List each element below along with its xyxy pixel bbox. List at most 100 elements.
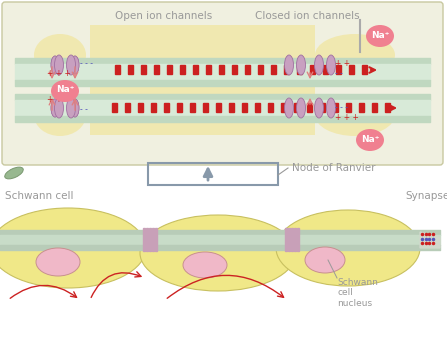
Bar bbox=[281, 103, 286, 112]
Text: Closed ion channels: Closed ion channels bbox=[255, 11, 360, 21]
Ellipse shape bbox=[55, 98, 63, 118]
Bar bbox=[138, 103, 143, 112]
Ellipse shape bbox=[51, 56, 59, 74]
Text: - - -: - - - bbox=[335, 103, 348, 113]
Bar bbox=[285, 228, 287, 251]
Bar bbox=[149, 228, 151, 251]
Text: Node of Ranvier: Node of Ranvier bbox=[292, 163, 375, 173]
Text: Na⁺: Na⁺ bbox=[56, 86, 74, 94]
Ellipse shape bbox=[55, 55, 63, 75]
Bar bbox=[307, 103, 312, 112]
Text: + + +: + + + bbox=[47, 68, 71, 78]
Bar bbox=[219, 65, 224, 74]
Ellipse shape bbox=[183, 252, 227, 278]
Bar bbox=[333, 103, 338, 112]
Bar bbox=[385, 103, 390, 112]
Bar bbox=[190, 103, 195, 112]
Bar bbox=[128, 65, 133, 74]
Ellipse shape bbox=[305, 247, 345, 273]
Bar bbox=[297, 65, 302, 74]
Bar bbox=[255, 103, 260, 112]
Bar bbox=[232, 65, 237, 74]
Bar bbox=[291, 228, 293, 251]
Ellipse shape bbox=[34, 34, 86, 76]
Bar bbox=[151, 103, 156, 112]
Text: - -: - - bbox=[80, 105, 88, 115]
Ellipse shape bbox=[326, 55, 336, 75]
Text: + +: + + bbox=[47, 95, 62, 104]
Bar bbox=[141, 65, 146, 74]
Bar bbox=[245, 65, 250, 74]
Ellipse shape bbox=[296, 55, 305, 75]
Bar bbox=[177, 103, 182, 112]
Text: + + +: + + + bbox=[335, 114, 359, 123]
Text: Synapse: Synapse bbox=[405, 191, 447, 201]
Ellipse shape bbox=[284, 55, 294, 75]
Ellipse shape bbox=[356, 129, 384, 151]
Bar bbox=[349, 65, 354, 74]
Ellipse shape bbox=[140, 215, 296, 291]
Bar bbox=[271, 65, 276, 74]
Bar bbox=[164, 103, 169, 112]
Bar bbox=[310, 65, 315, 74]
Ellipse shape bbox=[36, 248, 80, 276]
Ellipse shape bbox=[67, 55, 76, 75]
Bar bbox=[180, 65, 185, 74]
Ellipse shape bbox=[51, 80, 79, 102]
Ellipse shape bbox=[5, 167, 23, 179]
Ellipse shape bbox=[71, 56, 79, 74]
Bar bbox=[112, 103, 117, 112]
Text: Na⁺: Na⁺ bbox=[361, 134, 379, 144]
Ellipse shape bbox=[276, 210, 420, 286]
Ellipse shape bbox=[315, 34, 395, 76]
Text: Schwann cell: Schwann cell bbox=[5, 191, 73, 201]
Bar bbox=[288, 228, 290, 251]
Bar bbox=[167, 65, 172, 74]
Bar bbox=[203, 103, 208, 112]
Ellipse shape bbox=[34, 94, 86, 136]
Ellipse shape bbox=[51, 99, 59, 117]
Bar bbox=[359, 103, 364, 112]
Bar bbox=[297, 228, 299, 251]
Text: Na⁺: Na⁺ bbox=[371, 31, 389, 39]
Bar bbox=[152, 228, 154, 251]
Ellipse shape bbox=[71, 99, 79, 117]
Bar bbox=[146, 228, 148, 251]
Bar bbox=[155, 228, 157, 251]
Ellipse shape bbox=[296, 98, 305, 118]
Text: - - -: - - - bbox=[80, 59, 93, 67]
Ellipse shape bbox=[71, 56, 79, 74]
Bar bbox=[320, 103, 325, 112]
Bar bbox=[346, 103, 351, 112]
Bar bbox=[154, 65, 159, 74]
Bar bbox=[268, 103, 273, 112]
Bar bbox=[242, 103, 247, 112]
Bar bbox=[125, 103, 130, 112]
Text: Open ion channels: Open ion channels bbox=[115, 11, 212, 21]
Ellipse shape bbox=[67, 98, 76, 118]
Bar bbox=[143, 228, 145, 251]
Bar bbox=[90, 25, 315, 135]
Bar bbox=[229, 103, 234, 112]
Polygon shape bbox=[420, 232, 440, 248]
Bar bbox=[294, 103, 299, 112]
Bar bbox=[258, 65, 263, 74]
Ellipse shape bbox=[51, 56, 59, 74]
Bar bbox=[294, 228, 296, 251]
Bar bbox=[216, 103, 221, 112]
Bar bbox=[323, 65, 328, 74]
Bar bbox=[284, 65, 289, 74]
Bar bbox=[372, 103, 377, 112]
Ellipse shape bbox=[284, 98, 294, 118]
Text: - -: - - bbox=[335, 69, 343, 79]
Ellipse shape bbox=[51, 99, 59, 117]
Bar bbox=[336, 65, 341, 74]
Text: Schwann
cell
nucleus: Schwann cell nucleus bbox=[337, 278, 378, 308]
Ellipse shape bbox=[326, 98, 336, 118]
Text: + +: + + bbox=[335, 59, 350, 67]
Ellipse shape bbox=[0, 208, 146, 288]
Bar bbox=[193, 65, 198, 74]
FancyBboxPatch shape bbox=[2, 2, 443, 165]
Ellipse shape bbox=[71, 99, 79, 117]
Ellipse shape bbox=[315, 98, 324, 118]
